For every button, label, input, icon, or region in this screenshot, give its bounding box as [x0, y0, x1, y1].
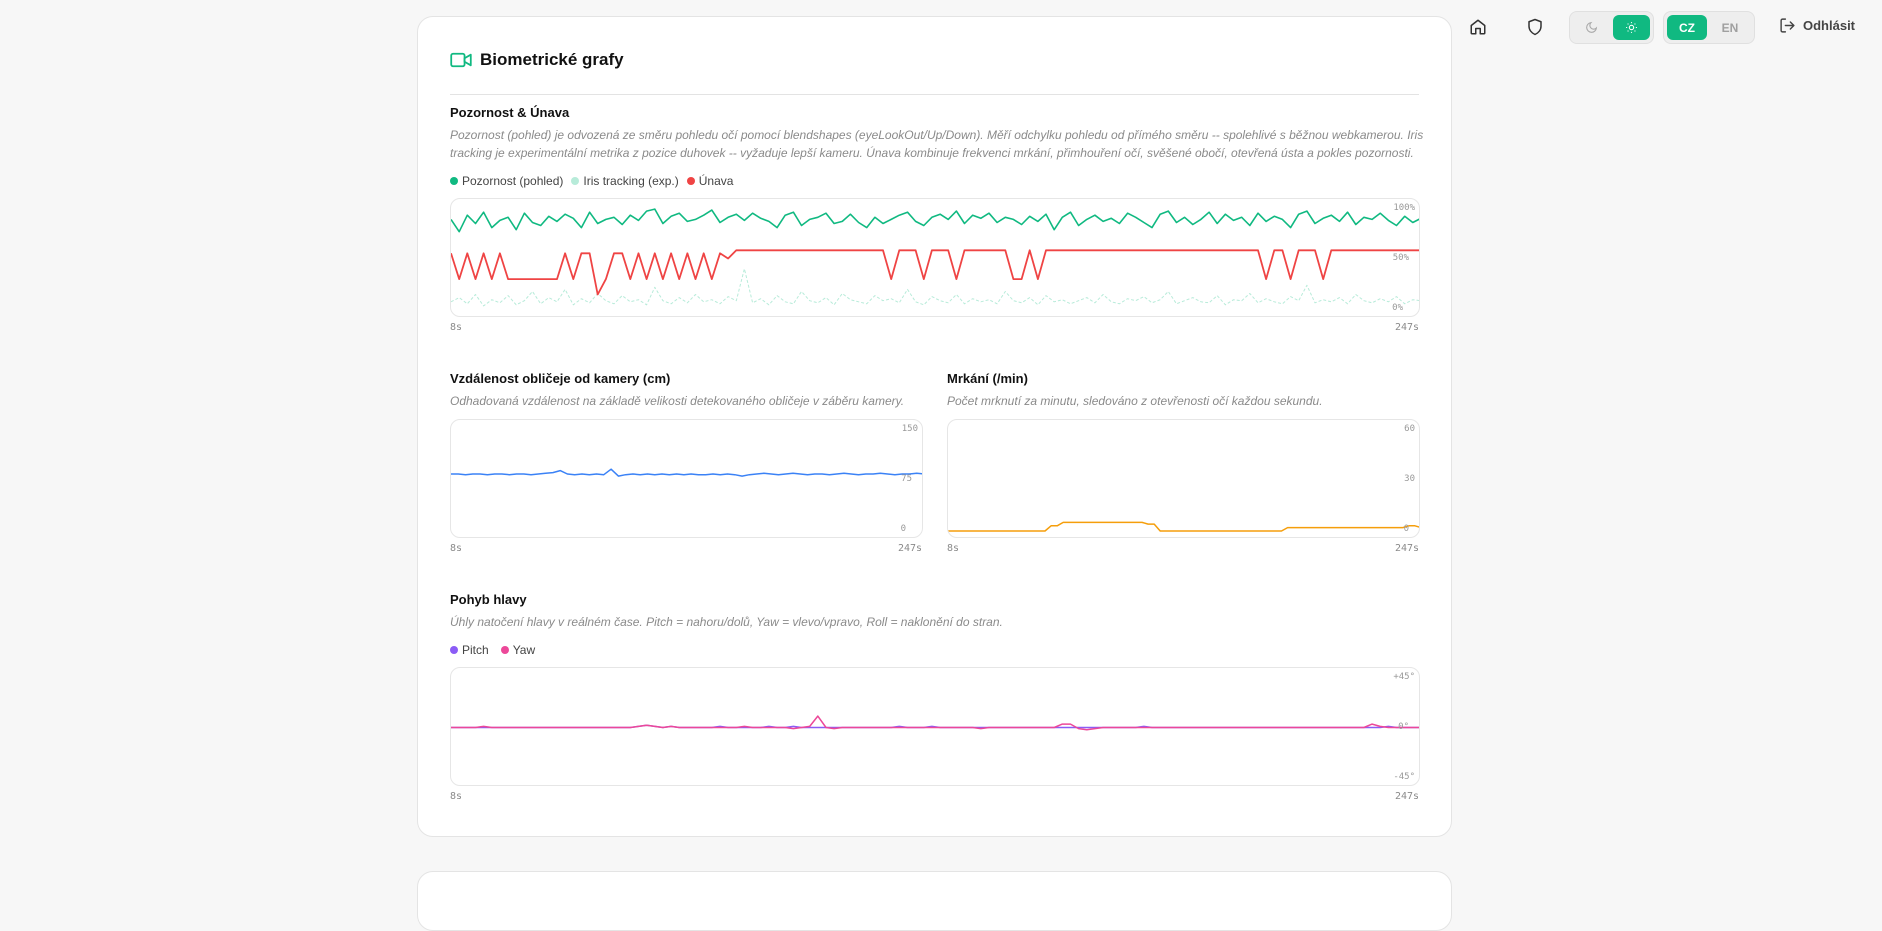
y-tick: 60: [1404, 424, 1415, 434]
y-tick: 75: [901, 474, 912, 484]
blinks-description: Počet mrknutí za minutu, sledováno z ote…: [947, 394, 1323, 408]
y-tick: 150: [901, 424, 918, 434]
attention-fatigue-plot: [451, 208, 1419, 307]
next-card: [417, 871, 1452, 931]
legend-item-attention: Pozornost (pohled): [450, 174, 563, 188]
legend-item-iris: Iris tracking (exp.): [571, 174, 679, 188]
y-tick: +45°: [1393, 672, 1415, 682]
legend-item-pitch: Pitch: [450, 643, 489, 657]
series-line-iris-tracking-exp: [451, 268, 1419, 307]
legend-item-yaw: Yaw: [500, 643, 536, 657]
legend-dot: [571, 177, 580, 185]
legend-label: Pitch: [462, 643, 489, 657]
blinks-title: Mrkání (/min): [947, 371, 1028, 386]
distance-title: Vzdálenost obličeje od kamery (cm): [450, 371, 671, 386]
head-movement-chart: +45° 0° -45°: [450, 667, 1420, 786]
attention-desc-line-2: tracking je experimentální metrika z poz…: [450, 146, 1414, 160]
series-line-series-0: [451, 468, 922, 477]
x-axis-start: 8s: [450, 543, 463, 554]
series-line-series-0: [948, 521, 1419, 532]
legend-label: Iris tracking (exp.): [583, 174, 679, 188]
y-tick: -45°: [1393, 772, 1415, 782]
y-tick: 30: [1404, 474, 1415, 484]
x-axis-end: 247s: [1395, 322, 1420, 333]
x-axis-start: 8s: [450, 322, 463, 333]
legend-dot: [686, 177, 695, 185]
series-line--nava: [451, 249, 1419, 296]
theme-toggle: [1569, 11, 1654, 44]
biometric-charts-card: Biometrické grafy Pozornost & Únava Pozo…: [417, 16, 1452, 837]
legend-label: Yaw: [512, 643, 536, 657]
legend-label: Pozornost (pohled): [462, 174, 564, 188]
dark-theme-button[interactable]: [1573, 15, 1610, 40]
legend-dot: [450, 646, 458, 654]
logout-label: Odhlásit: [1803, 18, 1856, 33]
x-axis-end: 247s: [1395, 791, 1420, 802]
attention-title: Pozornost & Únava: [450, 105, 570, 120]
card-header: Biometrické grafy: [450, 49, 1419, 95]
sun-icon: [1626, 22, 1637, 33]
blinks-plot: [948, 521, 1419, 532]
y-tick: 0: [1403, 524, 1409, 534]
attention-fatigue-chart: 100% 50% 0%: [450, 198, 1420, 317]
card-title: Biometrické grafy: [480, 50, 624, 69]
x-axis-end: 247s: [1395, 543, 1420, 554]
distance-chart: 150 75 0: [450, 419, 923, 538]
attention-description: Pozornost (pohled) je odvozená ze směru …: [450, 126, 1440, 162]
blinks-chart: 60 30 0: [947, 419, 1420, 538]
y-tick: 0%: [1392, 303, 1403, 313]
distance-description: Odhadovaná vzdálenost na základě velikos…: [450, 394, 905, 408]
head-title: Pohyb hlavy: [450, 592, 527, 607]
lang-cz-button[interactable]: CZ: [1667, 15, 1707, 40]
head-movement-plot: [451, 715, 1419, 731]
x-axis-start: 8s: [947, 543, 960, 554]
logout-icon: [1780, 18, 1795, 33]
series-line-yaw: [451, 715, 1419, 731]
attention-legend: Pozornost (pohled) Iris tracking (exp.) …: [450, 174, 733, 188]
language-toggle: CZ EN: [1663, 11, 1755, 44]
video-camera-icon: [450, 52, 472, 68]
y-tick: 0: [900, 524, 906, 534]
home-icon[interactable]: [1466, 15, 1490, 39]
y-tick: 100%: [1393, 203, 1415, 213]
legend-item-fatigue: Únava: [686, 174, 734, 188]
head-legend: Pitch Yaw: [450, 643, 535, 657]
y-tick: 0°: [1398, 722, 1409, 732]
lang-en-button[interactable]: EN: [1721, 20, 1739, 35]
legend-dot: [500, 646, 509, 654]
light-theme-button[interactable]: [1613, 15, 1650, 40]
distance-plot: [451, 468, 922, 477]
head-description: Úhly natočení hlavy v reálném čase. Pitc…: [450, 615, 1003, 629]
x-axis-start: 8s: [450, 791, 463, 802]
series-line-pozornost-pohled: [451, 208, 1419, 233]
y-tick: 50%: [1392, 253, 1409, 263]
legend-dot: [450, 177, 458, 185]
logout-button[interactable]: Odhlásit: [1779, 17, 1855, 34]
x-axis-end: 247s: [898, 543, 923, 554]
shield-icon[interactable]: [1523, 15, 1547, 39]
attention-desc-line-1: Pozornost (pohled) je odvozená ze směru …: [450, 128, 1424, 142]
legend-label: Únava: [698, 174, 734, 188]
moon-icon: [1586, 21, 1598, 33]
